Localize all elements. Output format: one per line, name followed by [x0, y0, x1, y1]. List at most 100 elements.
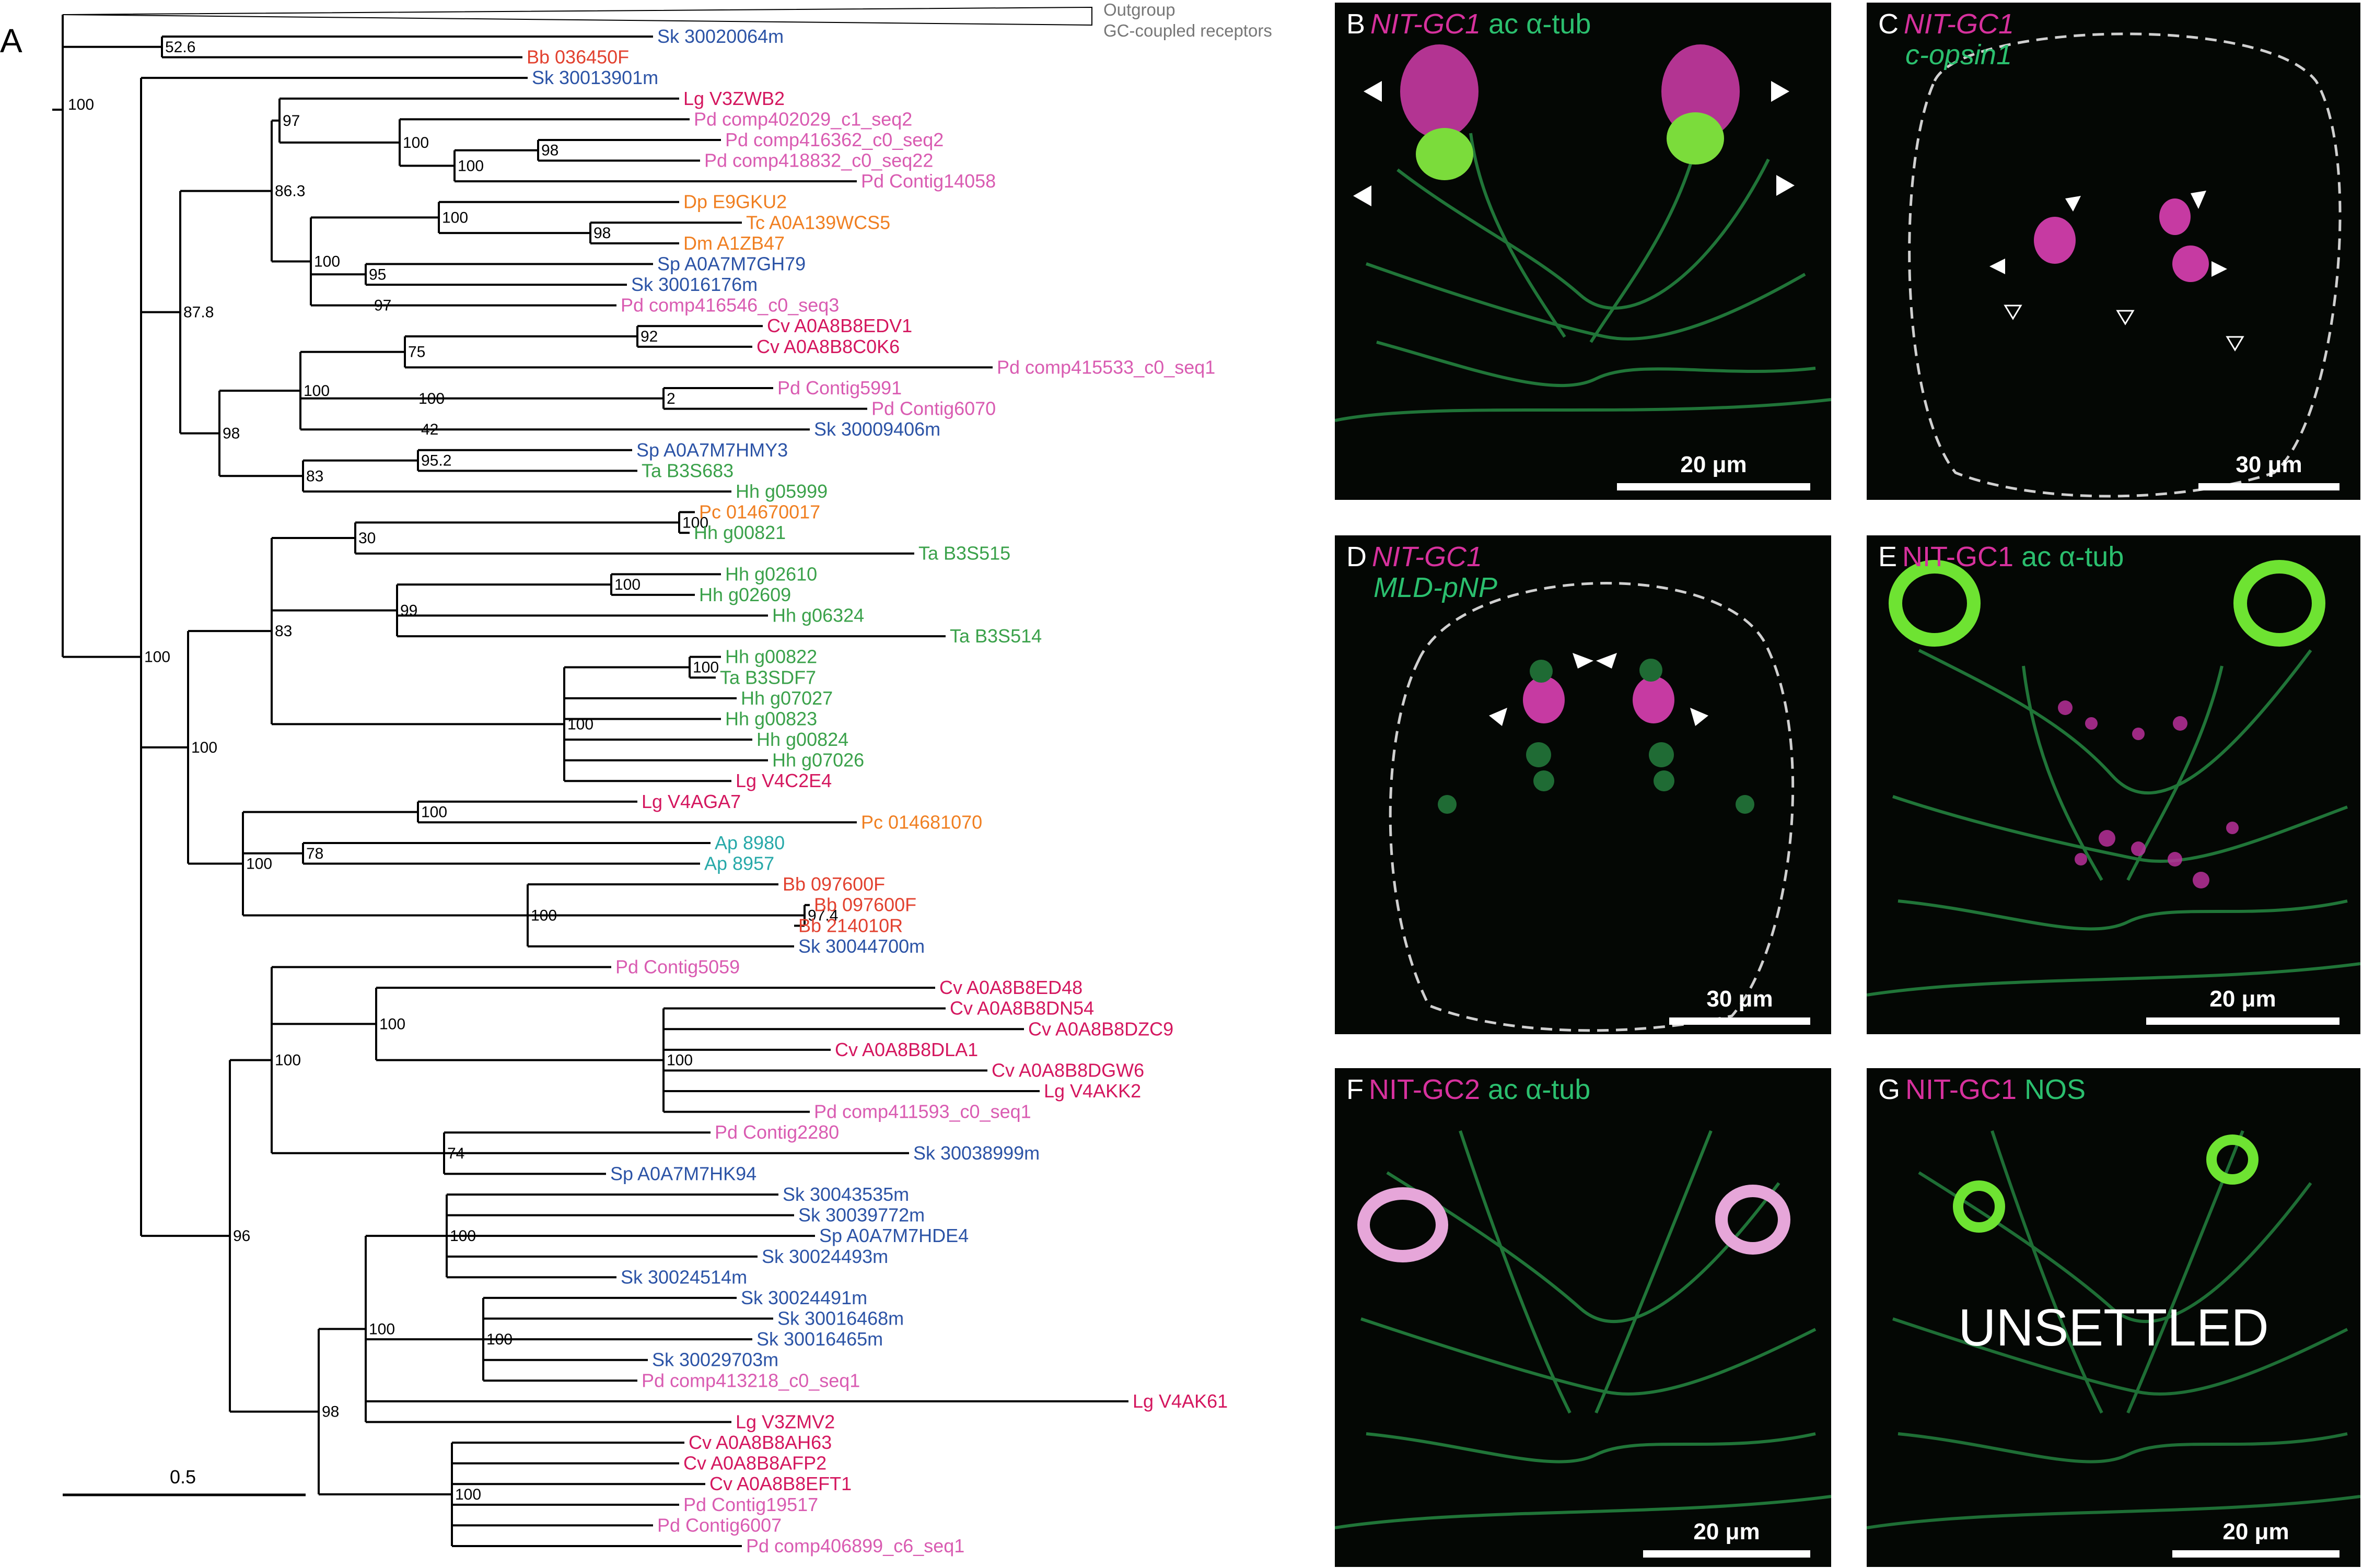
support-value: 100	[144, 649, 170, 666]
tree-leaf-label: Pd comp413218_c0_seq1	[642, 1370, 860, 1391]
tree-leaf-label: Sp A0A7M7HMY3	[636, 439, 788, 461]
stain-label: NOS	[2017, 1074, 2086, 1105]
support-value: 100	[486, 1331, 513, 1348]
tree-leaf-label: Pd comp416362_c0_seq2	[725, 129, 944, 150]
support-value: 100	[68, 96, 94, 113]
tree-leaf-label: Pd Contig6070	[871, 398, 996, 419]
probe-label: NIT-GC1	[1372, 541, 1483, 572]
tree-leaf-label: Cv A0A8B8C0K6	[756, 336, 900, 357]
panel-letter: C	[1878, 8, 1899, 40]
tree-leaf-label: Cv A0A8B8EFT1	[709, 1473, 852, 1494]
scale-bar	[1669, 1017, 1810, 1025]
support-value: 100	[314, 253, 340, 271]
outgroup-sublabel: GC-coupled receptors	[1103, 21, 1272, 40]
outgroup-label: Outgroup	[1103, 0, 1175, 19]
support-value: 99	[400, 602, 417, 619]
support-value: 100	[567, 716, 593, 733]
tree-leaf-label: Lg V3ZMV2	[736, 1411, 835, 1432]
tree-leaf-label: Ap 8980	[715, 832, 785, 853]
tree-leaf-label: Sk 30039772m	[798, 1204, 925, 1226]
tree-leaf-label: Sk 30016176m	[631, 274, 758, 295]
scale-bar	[1643, 1550, 1810, 1558]
scale-bar	[1617, 483, 1810, 490]
support-value: 83	[275, 623, 292, 640]
tree-leaf-label: Cv A0A8B8AH63	[689, 1432, 832, 1453]
tree-leaf-label: Pd Contig5991	[777, 377, 902, 399]
support-value: 100	[418, 390, 445, 407]
tree-leaf-label: Ta B3SDF7	[720, 666, 816, 688]
tree-leaf-label: Cv A0A8B8EDV1	[767, 315, 912, 336]
panel-letter: F	[1346, 1074, 1364, 1105]
support-value: 100	[421, 804, 447, 821]
tree-leaf-label: Lg V4C2E4	[736, 770, 832, 791]
tree-leaf-label: Sk 30016468m	[777, 1308, 904, 1329]
tree-leaf-label: Pc 014670017	[699, 501, 820, 523]
tree-leaf-label: Hh g00822	[725, 646, 817, 668]
support-value: 97	[283, 112, 300, 130]
support-value: 95.2	[421, 452, 451, 470]
tree-leaf-label: Lg V3ZWB2	[683, 88, 785, 109]
tree-leaf-label: Pd Contig19517	[683, 1494, 818, 1515]
phylogenetic-tree: 100 52.6 100 87.8 86.3 97 100 100 98 100 100 98 95 97…	[0, 0, 1272, 1557]
support-value: 86.3	[275, 183, 305, 200]
panel-f-title: F NIT-GC2 ac α-tub	[1346, 1074, 1590, 1105]
support-value: 100	[246, 856, 272, 873]
support-value: 100	[614, 576, 641, 593]
tree-leaf-label: Dp E9GKU2	[683, 191, 787, 213]
panel-e: E NIT-GC1 ac α-tub 20 μm	[1867, 535, 2360, 1034]
support-value: 100	[667, 1052, 693, 1069]
support-value: 100	[458, 157, 484, 174]
support-value: 100	[531, 907, 557, 925]
outgroup-triangle	[62, 6, 1092, 26]
scale-label: 20 μm	[1693, 1519, 1760, 1544]
tree-leaf-label: Pd comp418832_c0_seq22	[704, 150, 933, 171]
tree-leaf-label: Sk 30024514m	[621, 1266, 747, 1288]
panel-g: G NIT-GC1 NOS UNSETTLED 20 μm	[1867, 1068, 2360, 1567]
micrograph-c	[1908, 32, 2342, 498]
support-value: 100	[403, 134, 429, 151]
panel-b-title: B NIT-GC1 ac α-tub	[1346, 8, 1591, 40]
tree-leaf-label: Sp A0A7M7HDE4	[819, 1225, 969, 1246]
tree-leaf-label: Ta B3S683	[642, 460, 734, 481]
support-value: 97	[374, 297, 391, 314]
tree-leaf-label: Hh g00821	[694, 522, 786, 543]
support-value: 30	[358, 530, 376, 547]
support-value: 100	[275, 1052, 301, 1069]
support-value: 92	[641, 328, 658, 345]
tree-leaf-label: Cv A0A8B8DZC9	[1028, 1018, 1173, 1039]
tree-leaf-label: Ap 8957	[704, 853, 774, 874]
support-value: 100	[450, 1227, 476, 1245]
tree-leaf-label: Tc A0A139WCS5	[746, 212, 890, 233]
panel-letter: E	[1878, 541, 1898, 572]
tree-leaf-label: Pd Contig2280	[715, 1121, 839, 1143]
tree-leaf-label: Pd comp411593_c0_seq1	[814, 1101, 1031, 1122]
probe-label: NIT-GC1	[1370, 8, 1481, 40]
support-value: 87.8	[183, 304, 214, 321]
support-value: 96	[233, 1227, 250, 1245]
probe-label: NIT-GC1	[1904, 8, 2015, 40]
panel-e-title: E NIT-GC1 ac α-tub	[1878, 541, 2124, 572]
support-value: 78	[306, 845, 323, 862]
tree-leaf-label: Pd comp406899_c6_seq1	[746, 1535, 964, 1557]
scale-bar	[2146, 1017, 2339, 1025]
support-value: 100	[369, 1320, 395, 1338]
support-value: 100	[191, 739, 217, 756]
tree-leaf-label: Sp A0A7M7GH79	[657, 253, 806, 274]
scale-label: 20 μm	[2222, 1519, 2289, 1544]
probe-label-2: c-opsin1	[1905, 39, 2012, 71]
tree-leaf-label: Pd comp402029_c1_seq2	[694, 108, 912, 130]
panel-b: B NIT-GC1 ac α-tub 20 μm	[1335, 3, 1831, 500]
tree-leaf-label: Dm A1ZB47	[683, 232, 785, 254]
scale-label: 20 μm	[1680, 452, 1747, 477]
tree-leaf-label: Sk 30038999m	[913, 1142, 1040, 1164]
unsettled-label: UNSETTLED	[1958, 1298, 2269, 1357]
probe-label: NIT-GC1	[1905, 1074, 2017, 1105]
tree-leaf-label: Sk 30044700m	[798, 935, 925, 957]
support-value: 100	[379, 1015, 405, 1033]
scale-label: 20 μm	[2209, 986, 2276, 1012]
tree-leaf-label: Hh g02609	[699, 584, 791, 605]
tree-leaf-label: Cv A0A8B8ED48	[939, 977, 1082, 998]
support-value: 100	[455, 1486, 481, 1503]
support-value: 52.6	[165, 39, 195, 56]
tree-leaf-label: Cv A0A8B8DN54	[950, 998, 1094, 1019]
